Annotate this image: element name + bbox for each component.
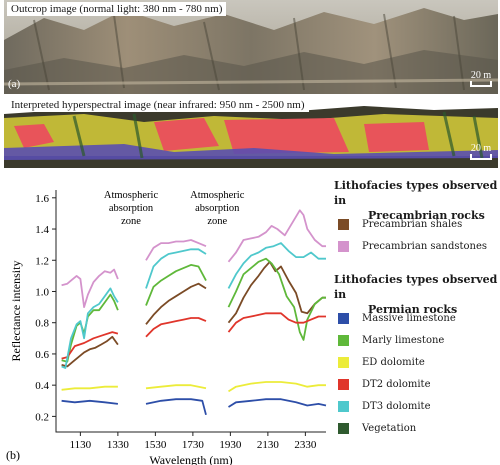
legend-item: ED dolomite	[334, 356, 500, 370]
panel-letter-a: (a)	[8, 78, 21, 90]
series-line-precambrian-sandstones	[61, 268, 119, 308]
legend-label: Precambrian sandstones	[362, 241, 488, 252]
x-tick-label: 1730	[182, 439, 205, 451]
legend-group-heading: Lithofacies types observed in Permian roc…	[334, 273, 498, 316]
y-tick-label: 0.6	[35, 349, 49, 361]
y-tick-label: 1.6	[35, 193, 49, 205]
series-line-massive-limestone	[228, 398, 327, 408]
legend-swatch	[338, 313, 349, 324]
chart-legend: Lithofacies types observed in Precambrian…	[334, 178, 500, 454]
legend-swatch	[338, 423, 349, 434]
y-tick-label: 0.8	[35, 318, 49, 330]
hyperspectral-scale-bar: 20 m	[470, 143, 492, 162]
series-line-precambrian-shales	[227, 260, 326, 324]
reflectance-chart: 0.2 0.4 0.6 0.8 1.0 1.2 1.4 1.6 1130 1330 1530 1730…	[6, 190, 327, 465]
legend-swatch	[338, 379, 349, 390]
x-tick-label: 2130	[257, 439, 280, 451]
hyperspectral-map-panel: Interpreted hyperspectral image (near in…	[4, 96, 498, 168]
series-line-ed-dolomite	[61, 385, 118, 391]
y-tick-label: 1.2	[35, 255, 49, 267]
legend-label: Vegetation	[362, 423, 417, 434]
legend-item: DT2 dolomite	[334, 378, 500, 392]
hyperspectral-map-image	[4, 96, 498, 168]
series-line-precambrian-shales	[61, 335, 119, 368]
series-line-dt3-dolomite	[145, 248, 207, 289]
atmospheric-absorption-annotation: Atmospheric absorption zone	[190, 190, 245, 227]
legend-swatch	[338, 401, 349, 412]
legend-swatch	[338, 241, 349, 252]
legend-label: Massive limestone	[362, 313, 456, 324]
series-line-precambrian-sandstones	[227, 209, 326, 263]
series-line-dt3-dolomite	[61, 287, 119, 369]
x-tick-label: 2330	[294, 439, 317, 451]
y-tick-label: 1.0	[35, 286, 49, 298]
series-line-dt2-dolomite	[227, 312, 326, 333]
legend-item: Precambrian sandstones	[334, 240, 500, 254]
legend-label: Precambrian shales	[362, 219, 463, 230]
outcrop-photo-panel: Outcrop image (normal light: 380 nm - 78…	[4, 0, 498, 94]
y-tick-label: 1.4	[35, 224, 49, 236]
y-axis-label: Reflectance intensity	[9, 261, 23, 362]
hyperspectral-map-label: Interpreted hyperspectral image (near in…	[7, 98, 309, 112]
legend-item: Marly limestone	[334, 334, 500, 348]
series-line-massive-limestone	[145, 398, 207, 416]
legend-item: Vegetation	[334, 422, 500, 436]
legend-item: Massive limestone	[334, 312, 500, 326]
y-tick-label: 0.2	[35, 411, 49, 423]
x-tick-label: 1130	[70, 439, 92, 451]
series-line-ed-dolomite	[145, 384, 207, 390]
legend-group-heading: Lithofacies types observed in Precambrian…	[334, 179, 498, 222]
series-line-marly-limestone	[145, 264, 207, 306]
series-line-dt2-dolomite	[145, 317, 207, 338]
y-tick-label: 0.4	[35, 380, 49, 392]
legend-swatch	[338, 219, 349, 230]
hyperspectral-scale-label: 20 m	[470, 143, 492, 154]
series-line-dt3-dolomite	[227, 242, 326, 289]
outcrop-photo-label: Outcrop image (normal light: 380 nm - 78…	[7, 2, 227, 16]
legend-swatch	[338, 335, 349, 346]
series-line-massive-limestone	[61, 399, 119, 405]
outcrop-photo-image	[4, 0, 498, 94]
series-line-marly-limestone	[227, 257, 326, 341]
axis-frame	[55, 190, 326, 433]
series-line-precambrian-shales	[145, 282, 207, 325]
legend-label: DT2 dolomite	[362, 379, 431, 390]
legend-item: DT3 dolomite	[334, 400, 500, 414]
x-axis-label: Wavelength (nm)	[149, 453, 232, 465]
legend-swatch	[338, 357, 349, 368]
legend-label: Marly limestone	[362, 335, 445, 346]
outcrop-scale-bar: 20 m	[470, 70, 492, 89]
series-line-precambrian-sandstones	[145, 239, 207, 261]
x-tick-label: 1930	[219, 439, 242, 451]
series-line-ed-dolomite	[228, 381, 326, 393]
x-tick-label: 1530	[144, 439, 167, 451]
outcrop-scale-label: 20 m	[470, 70, 492, 81]
x-tick-label: 1330	[107, 439, 130, 451]
legend-item: Precambrian shales	[334, 218, 500, 232]
legend-label: ED dolomite	[362, 357, 425, 368]
legend-label: DT3 dolomite	[362, 401, 431, 412]
panel-letter-b: (b)	[6, 448, 20, 462]
atmospheric-absorption-annotation: Atmospheric absorption zone	[104, 190, 159, 227]
